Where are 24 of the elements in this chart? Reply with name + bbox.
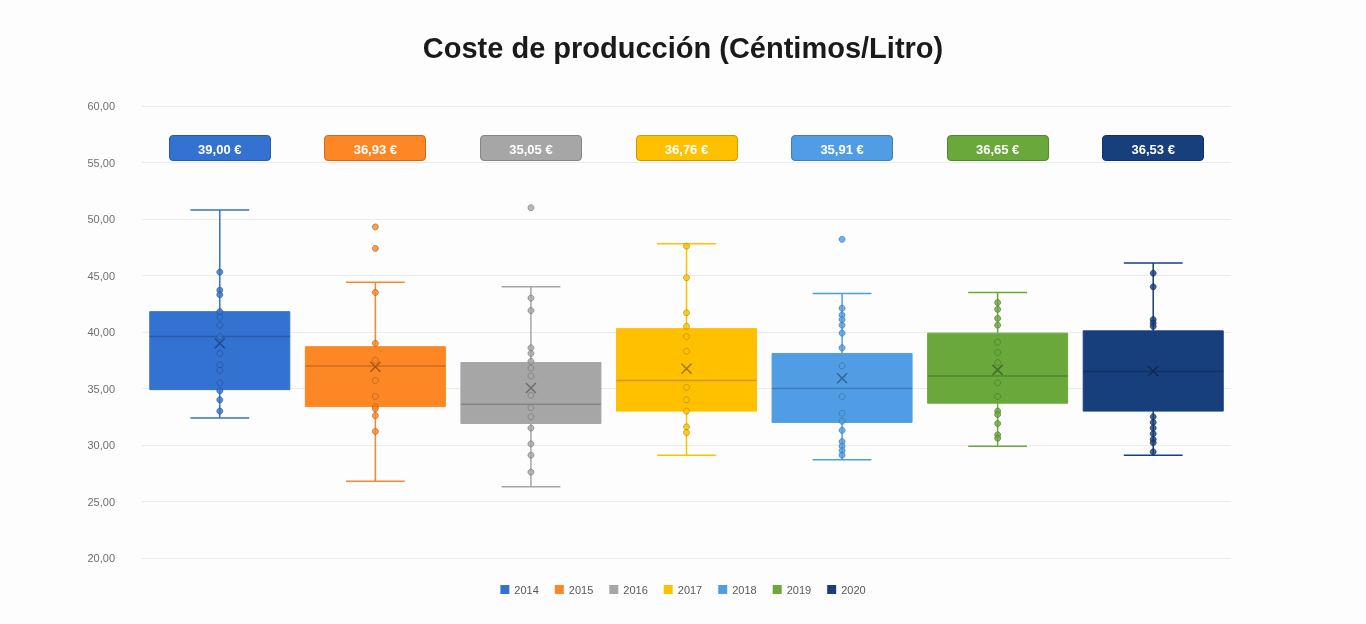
legend-label: 2017 xyxy=(677,583,703,596)
legend-label: 2019 xyxy=(786,583,812,596)
y-tick-label: 45,00 xyxy=(87,269,115,282)
value-badge: 35,05 € xyxy=(479,135,582,161)
legend-label: 2014 xyxy=(514,583,539,596)
legend-label: 2016 xyxy=(623,583,648,596)
value-badge: 36,53 € xyxy=(1102,135,1205,161)
value-badge: 36,76 € xyxy=(635,135,738,161)
y-tick-label: 30,00 xyxy=(87,439,115,451)
chart-title: Coste de producción (Céntimos/Litro) xyxy=(422,31,944,64)
y-tick-label: 25,00 xyxy=(87,495,115,508)
y-tick-label: 50,00 xyxy=(87,213,115,225)
y-tick-label: 40,00 xyxy=(87,326,115,338)
legend-label: 2020 xyxy=(841,583,866,596)
y-tick-label: 20,00 xyxy=(87,552,115,564)
legend-label: 2015 xyxy=(568,583,594,596)
legend-label: 2018 xyxy=(732,583,757,596)
value-badge: 39,00 € xyxy=(168,135,271,161)
value-badge: 36,65 € xyxy=(946,135,1049,161)
value-badge: 36,93 € xyxy=(324,135,427,161)
y-tick-label: 35,00 xyxy=(87,382,115,395)
y-tick-label: 55,00 xyxy=(87,156,115,169)
y-tick-label: 60,00 xyxy=(87,100,115,112)
value-badge: 35,91 € xyxy=(791,135,894,161)
